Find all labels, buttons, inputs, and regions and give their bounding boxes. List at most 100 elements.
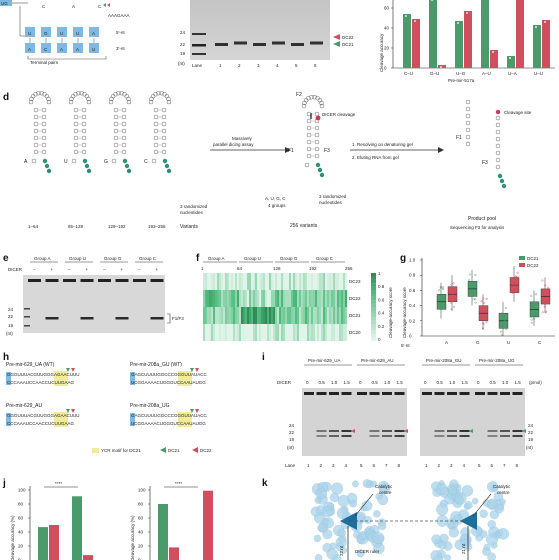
i-arrow <box>469 429 473 433</box>
f-cell <box>343 290 346 307</box>
c-bar-dc22 <box>464 11 472 68</box>
k-density <box>314 496 322 504</box>
random-nt <box>42 158 48 164</box>
g-point <box>532 311 535 314</box>
h-terminal-pair <box>6 413 11 426</box>
f-cell <box>247 273 250 290</box>
f-cell <box>319 273 322 290</box>
loop-circle <box>309 94 314 100</box>
f-cell <box>341 324 344 341</box>
nt-circle <box>161 142 167 148</box>
g-xtick: C <box>538 340 542 345</box>
g-point <box>452 282 455 285</box>
nt-circle <box>73 142 79 148</box>
d-step2: 2. Eluting RNA from gel <box>352 155 399 160</box>
c-point <box>414 20 416 22</box>
e-sign: + <box>51 267 54 272</box>
i-product-band <box>394 430 405 432</box>
k-density <box>454 492 467 505</box>
f-cell <box>253 324 256 341</box>
e-sign: – <box>103 267 106 272</box>
f-cb-step <box>371 313 376 318</box>
f-cell <box>237 273 240 290</box>
k-density <box>378 480 390 492</box>
svg-text:UG: UG <box>1 1 8 6</box>
d-rand1b: 3 randomized <box>319 194 347 199</box>
f-cell <box>279 307 282 324</box>
h-dc22-arrow <box>71 409 75 413</box>
loop-circle <box>124 93 130 99</box>
f-cell <box>299 324 302 341</box>
i-substrate-band <box>422 392 432 395</box>
g-point <box>479 310 482 313</box>
e-substrate-band <box>63 279 76 282</box>
panel-label-g: g <box>400 253 407 264</box>
k-density <box>464 501 473 510</box>
f-cell <box>343 307 346 324</box>
f-cb-step <box>371 286 376 291</box>
f-cb-step <box>371 337 376 342</box>
g-point <box>453 299 456 302</box>
g-point <box>468 273 471 276</box>
j-bar-dc22 <box>49 525 59 560</box>
f-cell <box>295 273 298 290</box>
f-cell <box>283 273 286 290</box>
g-point <box>504 306 507 309</box>
stem-nt-bg <box>25 43 35 53</box>
i-product-band <box>487 435 498 437</box>
i-m22r: 22 <box>528 430 534 435</box>
stem-nt-top: U <box>60 31 63 36</box>
f-cell <box>265 290 268 307</box>
loop-circle <box>86 96 91 102</box>
marker-22: 22 <box>180 42 186 47</box>
c-bar-dc22 <box>412 19 420 68</box>
stem-nt-bg <box>73 27 83 37</box>
e-group-label: Group U <box>69 256 86 261</box>
i-lane: Lane <box>285 463 296 468</box>
g-point <box>437 294 440 297</box>
random-nt <box>122 158 128 164</box>
f-cell <box>259 290 262 307</box>
i-product-band <box>512 430 523 432</box>
random-nt <box>82 158 88 164</box>
f-cell <box>345 290 348 307</box>
g-point <box>510 277 513 280</box>
f-cell <box>243 324 246 341</box>
f-cell <box>323 307 326 324</box>
c-xtick: U–U <box>534 71 543 76</box>
g-point <box>450 283 453 286</box>
g-point <box>482 297 485 300</box>
f-cell <box>255 273 258 290</box>
nt-circle <box>314 111 320 117</box>
i-substrate-band <box>394 392 405 395</box>
f-cell <box>289 324 292 341</box>
stem-nt-bg <box>41 27 51 37</box>
f-cell <box>225 290 228 307</box>
c-bar-dc22 <box>516 0 524 68</box>
g-ytick-label: 1.0 <box>409 258 416 263</box>
g-point <box>544 300 547 303</box>
c-ytick-label: 20 <box>384 46 390 51</box>
f-cell <box>343 273 346 290</box>
f1-nt <box>465 134 471 140</box>
g-point <box>474 301 477 304</box>
i-product-band <box>369 435 380 437</box>
nt-circle <box>314 132 320 138</box>
d-step1: 1. Resolving on denaturing gel <box>352 142 413 147</box>
f-cell <box>285 324 288 341</box>
f-cell <box>291 273 294 290</box>
f-cell <box>299 273 302 290</box>
f-cell <box>289 273 292 290</box>
loop-circle <box>148 99 154 105</box>
k-density <box>498 498 506 506</box>
marker-band <box>192 33 206 35</box>
f-cell <box>219 273 222 290</box>
f3-nt <box>495 150 501 156</box>
f-cell <box>245 307 248 324</box>
e-sign: + <box>86 267 89 272</box>
f-cell <box>205 324 208 341</box>
f-cell <box>263 290 266 307</box>
f-cell <box>241 290 244 307</box>
i-dose: 0.5 <box>490 380 497 385</box>
